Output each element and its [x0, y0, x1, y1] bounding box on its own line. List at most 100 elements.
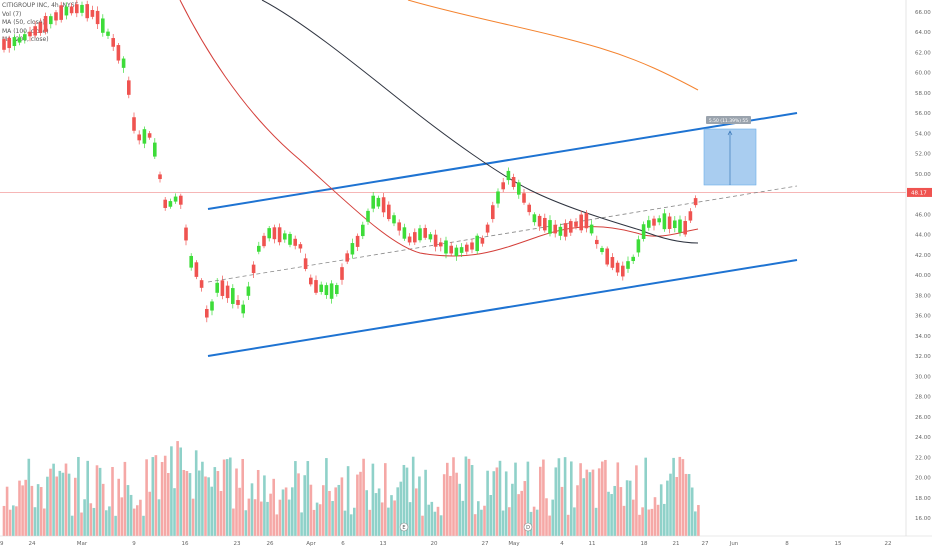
volume-bar — [92, 507, 96, 536]
volume-bar — [492, 471, 496, 536]
candle-body — [366, 210, 370, 222]
chart-overlays: 5.50 (11.39%) 55 — [0, 0, 906, 357]
candle-body — [563, 223, 568, 237]
volume-bar — [684, 473, 688, 536]
candle-body — [132, 117, 136, 131]
volume-bar — [132, 508, 136, 536]
current-price-label: 48.17 — [911, 190, 927, 196]
volume-bar — [303, 475, 306, 536]
volume-bar — [167, 473, 170, 536]
volume-bar — [458, 483, 461, 536]
candle-body — [101, 18, 105, 33]
candle-body — [309, 277, 313, 285]
volume-bar — [579, 463, 582, 536]
candle-body — [392, 215, 396, 224]
volume-bar — [216, 471, 220, 536]
volume-bar — [694, 511, 697, 536]
candle-body — [532, 214, 537, 223]
candle-body — [75, 4, 79, 14]
candle-body — [496, 191, 500, 204]
volume-bar — [136, 505, 139, 536]
candle-body — [85, 4, 89, 19]
time-tick-label: 20 — [431, 541, 438, 547]
candle-body — [319, 284, 323, 292]
candle-body — [189, 255, 193, 268]
volume-bar — [294, 461, 297, 536]
candle-body — [38, 22, 43, 34]
price-tick-label: 22.00 — [915, 455, 931, 461]
volume-bar — [266, 501, 269, 536]
volume-bar — [98, 467, 102, 536]
volume-bar — [247, 498, 251, 536]
volume-bar — [244, 510, 248, 536]
candle-body — [257, 245, 261, 252]
candle-body — [205, 308, 209, 318]
volume-bar — [480, 509, 483, 536]
candle-body — [506, 170, 511, 181]
volume-bar — [526, 461, 530, 536]
legend-study-ma50[interactable]: MA (50, close) — [2, 19, 45, 27]
volume-bar — [80, 512, 83, 536]
volume-bar — [628, 480, 632, 536]
legend-study-volume[interactable]: Vol (7) — [2, 10, 22, 18]
candle-body — [407, 236, 412, 243]
price-tick-label: 52.00 — [915, 152, 931, 158]
volume-bar — [374, 493, 378, 536]
volume-bar — [477, 501, 480, 536]
volume-bar — [151, 457, 155, 536]
channel-lower-line — [207, 259, 798, 357]
volume-bar — [632, 499, 635, 536]
candle-body — [329, 283, 334, 299]
volume-bar — [8, 509, 12, 536]
volume-bar — [418, 476, 421, 536]
event-marker — [399, 522, 409, 532]
candle-body — [350, 243, 355, 255]
volume-bar — [331, 501, 334, 536]
candle-body — [558, 226, 563, 236]
volume-bar — [260, 501, 263, 536]
volume-bar — [365, 490, 368, 536]
price-tick-label: 30.00 — [915, 374, 931, 380]
candle-body — [199, 280, 204, 288]
volume-bar — [635, 465, 638, 536]
candle-body — [335, 285, 339, 295]
legend-title[interactable]: CITIGROUP INC, 4h, NYSE — [2, 2, 79, 9]
volume-bar — [548, 515, 551, 536]
candle-body — [54, 12, 58, 21]
volume-bar — [585, 469, 589, 536]
volume-bar — [18, 480, 21, 536]
volume-bar — [566, 514, 570, 536]
candle-body — [153, 142, 157, 157]
price-tick-label: 40.00 — [915, 273, 931, 279]
candle-body — [615, 262, 620, 273]
candle-body — [693, 198, 698, 206]
volume-bar — [318, 504, 322, 536]
volume-bar — [55, 476, 58, 536]
volume-bar — [641, 507, 644, 536]
volume-bar — [170, 446, 173, 536]
time-tick-label: 23 — [234, 541, 241, 547]
volume-bar — [108, 506, 111, 536]
volume-bar — [24, 479, 27, 536]
volume-bar — [433, 511, 437, 536]
volume-bar — [622, 505, 626, 536]
channel-mid-line — [207, 185, 798, 283]
legend-study-ma100[interactable]: MA (100, close) — [2, 27, 49, 35]
volume-bar — [697, 505, 700, 536]
volume-bar — [464, 456, 468, 536]
volume-bar — [114, 515, 117, 536]
volume-bar — [278, 499, 282, 536]
candle-body — [111, 38, 115, 47]
candle-body — [210, 301, 214, 311]
volume-bar — [154, 455, 158, 536]
candle-body — [59, 5, 63, 20]
candle-body — [517, 182, 521, 195]
price-tick-label: 42.00 — [915, 253, 931, 259]
candle-body — [168, 201, 173, 207]
volume-bar — [145, 459, 148, 536]
volume-bar — [486, 470, 489, 536]
volume-bar — [551, 499, 554, 536]
time-tick-label: 6 — [341, 541, 345, 547]
candle-body — [90, 10, 95, 17]
